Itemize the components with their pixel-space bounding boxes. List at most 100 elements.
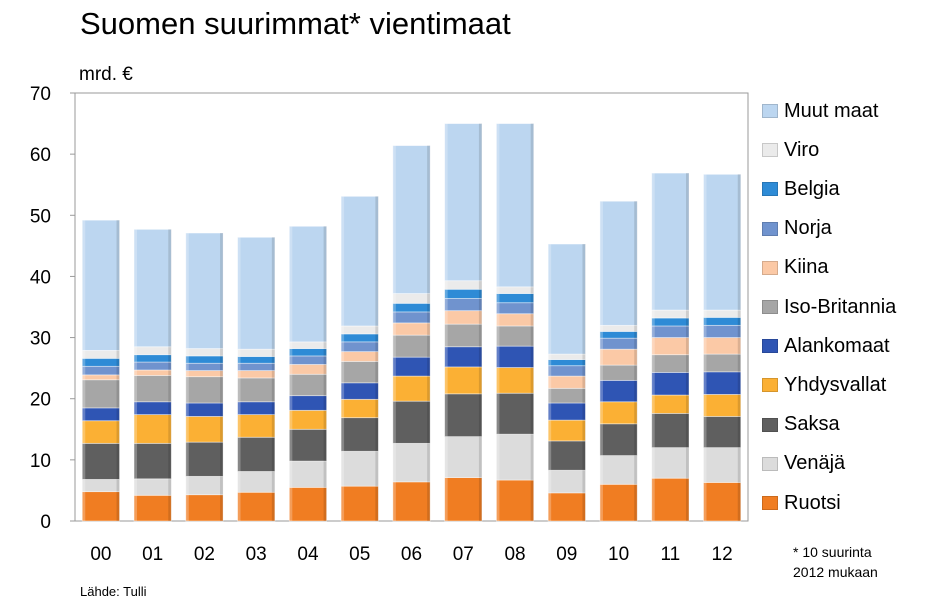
bar-stack-00 [81,219,120,522]
bar-segment-belgia [496,293,535,304]
bar-highlight [392,145,396,294]
bar-highlight [651,325,655,338]
bar-shadow [375,399,379,418]
legend-swatch [762,417,778,432]
bar-highlight [496,434,500,481]
bar-shadow [220,363,224,371]
bar-shadow [323,226,327,342]
bar-shadow [737,354,741,372]
bar-highlight [496,480,500,521]
bar-shadow [323,374,327,396]
bar-segment-alankomaat [496,345,535,368]
y-tick-label: 70 [30,84,51,105]
bar-segment-ruotsi [547,492,586,522]
bar-highlight [185,442,189,477]
bar-shadow [271,363,275,371]
bar-shadow [168,362,172,370]
bar-highlight [82,366,86,375]
bar-segment-iso-britannia [547,387,586,404]
bar-highlight [548,388,552,403]
bar-shadow [737,394,741,417]
y-axis-ticks: 0 10 20 30 40 50 60 70 [30,84,75,533]
legend-item: Saksa [762,410,840,440]
bar-stack-09 [547,243,586,522]
bar-highlight [237,437,241,472]
bar-segment-ruotsi [599,483,638,522]
bar-shadow [168,369,172,376]
bar-shadow [530,434,534,481]
bar-highlight [341,351,345,362]
bar-shadow [737,325,741,338]
x-tick-label: 11 [660,544,680,565]
bar-shadow [168,401,172,415]
bar-shadow [478,310,482,325]
x-tick-label: 07 [453,544,474,565]
bar-shadow [323,395,327,411]
bar-shadow [427,335,431,358]
bar-segment-venäjä [703,447,742,483]
bar-segment-venäjä [651,447,690,479]
legend-item: Muut maat [762,96,878,126]
bar-segment-belgia [288,348,327,357]
bar-shadow [530,346,534,368]
bar-segment-viro [392,293,431,304]
legend-swatch [762,143,778,158]
bar-segment-viro [185,348,224,357]
bar-highlight [341,451,345,487]
legend-label: Belgia [784,177,840,200]
bar-highlight [341,399,345,418]
bar-stack-05 [340,195,379,522]
bar-highlight [82,420,86,444]
y-tick-label: 0 [40,512,51,533]
bar-segment-saksa [133,442,172,480]
bar-segment-saksa [444,393,483,438]
bar-segment-viro [599,324,638,332]
bar-shadow [737,310,741,318]
bar-segment-kiina [237,370,276,379]
x-tick-label: 08 [504,544,525,565]
x-tick-label: 06 [401,544,422,565]
bar-segment-muut-maat [237,236,276,350]
bar-stack-07 [444,123,483,522]
bar-shadow [220,416,224,443]
bar-highlight [651,173,655,311]
bar-highlight [496,367,500,394]
bar-shadow [582,402,586,421]
bar-highlight [392,293,396,304]
bar-shadow [427,481,431,521]
bar-shadow [116,358,120,367]
bar-shadow [168,414,172,444]
x-tick-label: 12 [712,544,733,565]
bar-highlight [651,395,655,414]
bar-highlight [548,420,552,441]
bar-highlight [548,359,552,366]
bar-highlight [444,436,448,478]
bar-highlight [134,229,138,347]
bar-segment-muut-maat [547,243,586,355]
bar-highlight [237,363,241,371]
bar-segment-iso-britannia [444,323,483,348]
bar-segment-venäjä [81,479,120,493]
y-tick-label: 60 [30,145,51,166]
bar-highlight [703,317,707,326]
legend-item: Yhdysvallat [762,370,886,400]
legend-item: Viro [762,135,819,165]
bar-shadow [634,338,638,350]
bar-highlight [496,286,500,294]
bar-segment-venäjä [392,442,431,483]
bar-highlight [599,380,603,402]
y-tick-label: 50 [30,206,51,227]
bar-segment-iso-britannia [288,373,327,397]
bar-highlight [237,237,241,350]
bar-highlight [134,401,138,415]
bar-shadow [427,293,431,304]
legend-label: Venäjä [784,452,846,475]
bar-segment-norja [288,355,327,365]
bar-shadow [323,461,327,488]
bar-shadow [168,346,172,355]
bar-shadow [375,361,379,383]
bar-segment-saksa [237,436,276,472]
bar-shadow [220,442,224,477]
legend-swatch [762,260,778,275]
